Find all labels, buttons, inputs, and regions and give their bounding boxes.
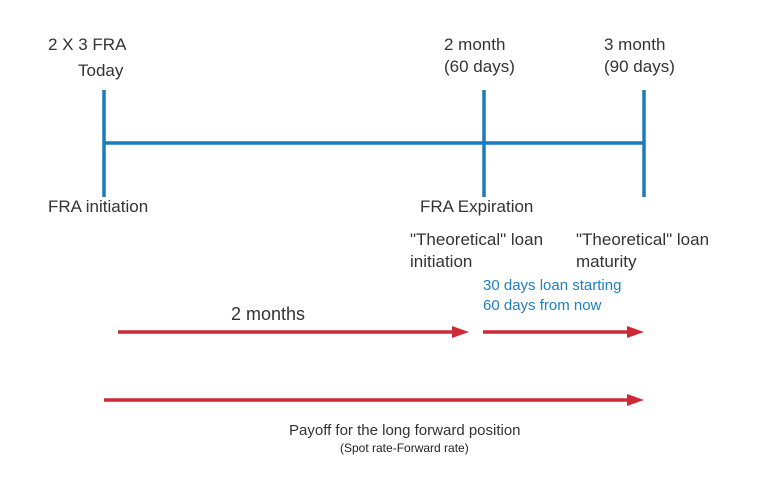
loan-initiation-line1: "Theoretical" loan	[410, 230, 544, 249]
month-3-label: 3 month	[604, 35, 666, 54]
fra-expiration-label: FRA Expiration	[420, 197, 534, 216]
arrowhead-loan-period	[627, 326, 644, 338]
loan-initiation-line2: initiation	[410, 252, 473, 271]
month-2-label: 2 month	[444, 35, 506, 54]
arrowhead-two-months	[452, 326, 469, 338]
days-60-label: (60 days)	[444, 57, 515, 76]
today-label: Today	[78, 61, 124, 80]
payoff-formula: (Spot rate-Forward rate)	[340, 441, 469, 455]
loan-note-line1: 30 days loan starting	[483, 277, 622, 294]
fra-initiation-label: FRA initiation	[48, 197, 149, 216]
loan-maturity-line1: "Theoretical" loan	[576, 230, 710, 249]
loan-note-line2: 60 days from now	[483, 297, 602, 314]
arrowhead-payoff	[627, 394, 644, 406]
loan-maturity-line2: maturity	[576, 252, 637, 271]
days-90-label: (90 days)	[604, 57, 675, 76]
two-months-label: 2 months	[231, 304, 306, 324]
fra-title: 2 X 3 FRA	[48, 35, 127, 54]
payoff-label: Payoff for the long forward position	[289, 422, 521, 439]
